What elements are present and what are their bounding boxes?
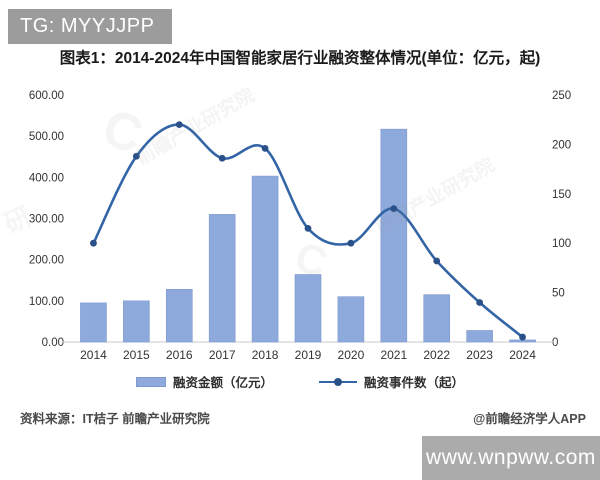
bar-2017 (208, 214, 236, 343)
x-axis-label-2022: 2022 (423, 348, 450, 362)
right-axis-tick-label: 150 (552, 189, 571, 201)
legend-amount-label: 融资金额（亿元） (172, 376, 273, 390)
left-axis-tick-label: 300.00 (29, 214, 64, 226)
bar-2016 (165, 289, 193, 343)
legend-item-amount: 融资金额（亿元） (135, 372, 273, 391)
bar-2023 (466, 330, 493, 343)
x-axis-label-2017: 2017 (209, 348, 236, 362)
bar-swatch-icon (135, 376, 166, 387)
bar-2015 (123, 300, 150, 343)
line-marker-2024 (519, 333, 526, 341)
left-axis-tick-label: 600.00 (29, 90, 64, 102)
line-marker-2018 (261, 144, 269, 152)
source-note: 资料来源：IT桔子 前瞻产业研究院 (20, 412, 210, 426)
site-watermark-banner: www.wnpww.com (422, 436, 600, 480)
x-axis-label-2021: 2021 (380, 348, 407, 362)
x-axis-label-2024: 2024 (509, 348, 536, 362)
left-axis-tick-label: 0.00 (42, 337, 64, 349)
chart-legend: 融资金额（亿元） 融资事件数（起） (0, 372, 600, 391)
x-axis-label-2019: 2019 (295, 348, 322, 362)
left-axis-tick-label: 200.00 (29, 255, 64, 267)
bar-2022 (423, 294, 451, 343)
line-marker-2016 (175, 121, 183, 129)
legend-item-events: 融资事件数（起） (319, 372, 464, 391)
x-axis-label-2023: 2023 (466, 348, 493, 362)
right-axis-tick-label: 50 (552, 288, 565, 300)
line-marker-2014 (90, 239, 97, 247)
line-marker-2021 (390, 205, 398, 213)
chart-canvas: 0.00 100.00 200.00 300.00 400.00 500.00 600.00… (29, 90, 571, 362)
tg-badge: TG: MYYJJPP (8, 9, 173, 44)
chart-title: 图表1：2014-2024年中国智能家居行业融资整体情况(单位：亿元，起) (59, 50, 541, 67)
line-marker-2017 (218, 154, 226, 162)
line-marker-2020 (347, 239, 355, 247)
line-marker-2015 (132, 152, 140, 160)
right-axis-tick-label: 250 (552, 90, 571, 102)
left-axis-tick-label: 500.00 (29, 131, 64, 143)
bar-2018 (251, 175, 279, 343)
bar-2014 (80, 302, 107, 343)
line-swatch-icon (319, 377, 357, 387)
legend-events-label: 融资事件数（起） (364, 376, 465, 390)
right-axis-tick-label: 0 (552, 337, 558, 349)
bar-2020 (337, 296, 365, 343)
x-axis-label-2018: 2018 (252, 348, 279, 362)
right-axis-tick-label: 100 (552, 238, 571, 250)
bar-2019 (294, 274, 322, 343)
credit-note: @前瞻经济学人APP (473, 412, 586, 426)
x-axis-label-2016: 2016 (166, 348, 193, 362)
financing-chart: 0.00 100.00 200.00 300.00 400.00 500.00 600.00… (10, 80, 590, 372)
right-axis-tick-label: 200 (552, 139, 571, 151)
line-marker-2023 (476, 299, 484, 306)
line-marker-2019 (304, 224, 312, 232)
x-axis-label-2014: 2014 (80, 348, 107, 362)
left-axis-tick-label: 100.00 (29, 296, 64, 308)
x-axis-label-2015: 2015 (123, 348, 150, 362)
bar-2021 (380, 128, 408, 343)
line-marker-2022 (433, 257, 441, 265)
left-axis-tick-label: 400.00 (29, 172, 64, 184)
x-axis-label-2020: 2020 (338, 348, 365, 362)
